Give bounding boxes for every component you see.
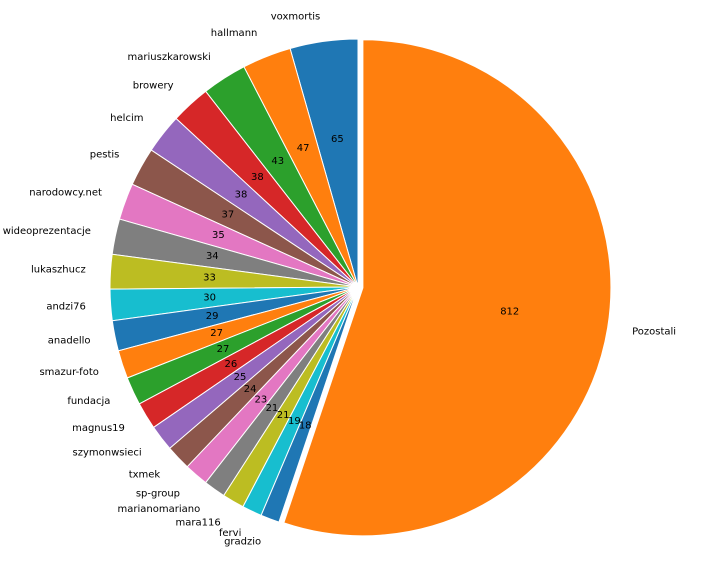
slice-label: helcim bbox=[110, 113, 143, 124]
slice-label: Pozostali bbox=[632, 326, 676, 337]
slice-label: lukaszhucz bbox=[31, 265, 86, 276]
value-label: 37 bbox=[221, 209, 234, 220]
slice-label: mariuszkarowski bbox=[128, 52, 211, 63]
slice-label: szymonwsieci bbox=[73, 448, 142, 459]
slice-label: mara116 bbox=[176, 517, 221, 528]
slice-label: sp-group bbox=[136, 488, 180, 499]
value-label: 43 bbox=[271, 156, 284, 167]
slice-label: fundacja bbox=[67, 396, 110, 407]
value-label: 26 bbox=[224, 359, 237, 370]
slice-label: magnus19 bbox=[72, 423, 125, 434]
slice-label: smazur-foto bbox=[39, 367, 98, 378]
value-label: 47 bbox=[297, 143, 310, 154]
slice-label: txmek bbox=[129, 469, 161, 480]
slice-label: voxmortis bbox=[271, 11, 321, 22]
value-label: 812 bbox=[500, 306, 519, 317]
slice-label: fervi bbox=[219, 528, 241, 539]
slice-label: hallmann bbox=[211, 28, 258, 39]
value-label: 65 bbox=[331, 134, 344, 145]
value-label: 29 bbox=[206, 311, 219, 322]
value-label: 25 bbox=[234, 372, 247, 383]
pie-slice-gradzio bbox=[260, 286, 359, 523]
value-label: 18 bbox=[299, 421, 312, 432]
value-label: 21 bbox=[266, 403, 279, 414]
value-label: 23 bbox=[255, 394, 268, 405]
value-label: 38 bbox=[251, 172, 264, 183]
slice-label: browery bbox=[133, 81, 174, 92]
value-label: 21 bbox=[277, 410, 290, 421]
value-label: 38 bbox=[235, 190, 248, 201]
slice-label: wideoprezentacje bbox=[3, 226, 91, 237]
value-label: 34 bbox=[206, 251, 219, 262]
value-label: 27 bbox=[210, 328, 223, 339]
slice-label: anadello bbox=[48, 335, 91, 346]
slice-label: andzi76 bbox=[46, 301, 86, 312]
value-label: 19 bbox=[288, 416, 301, 427]
slice-label: gradzio bbox=[224, 537, 261, 548]
slice-label: marianomariano bbox=[118, 504, 201, 515]
value-label: 24 bbox=[244, 384, 257, 395]
value-label: 30 bbox=[203, 292, 216, 303]
pie-slice-pozostali bbox=[283, 39, 612, 537]
value-label: 27 bbox=[217, 344, 230, 355]
value-label: 33 bbox=[203, 272, 216, 283]
slice-label: narodowcy.net bbox=[29, 187, 102, 198]
slice-label: pestis bbox=[90, 149, 120, 160]
value-label: 35 bbox=[212, 230, 225, 241]
